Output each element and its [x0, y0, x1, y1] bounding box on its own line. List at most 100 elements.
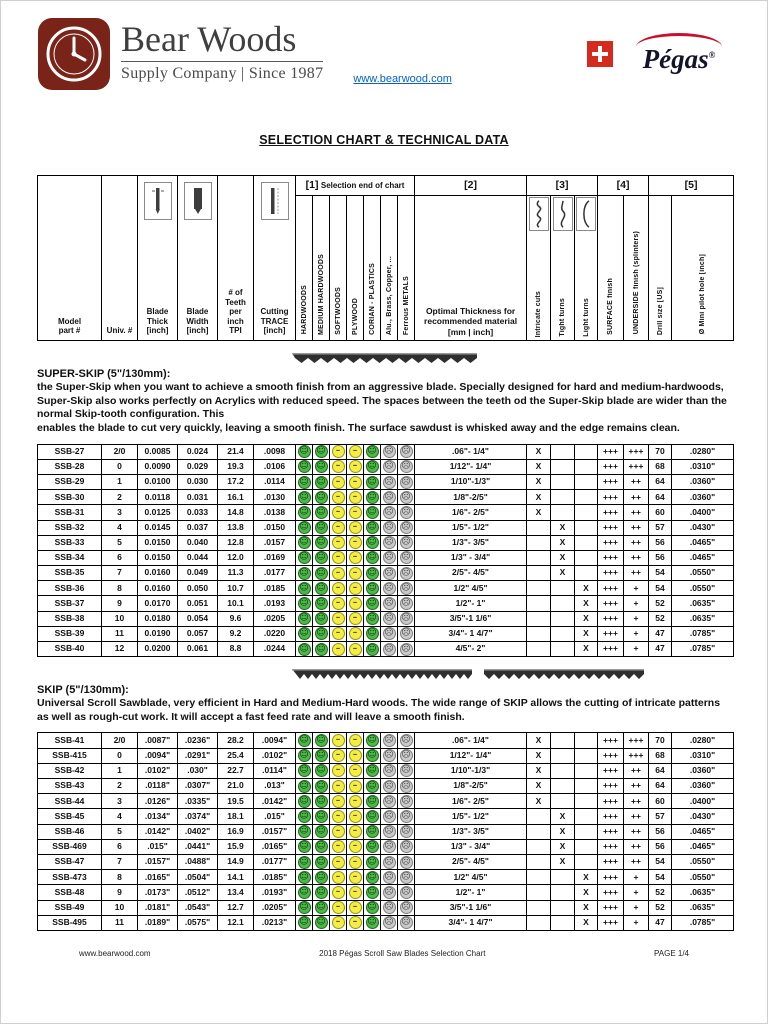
- cell-univ: 0: [101, 747, 138, 764]
- rating-good-icon: [297, 794, 311, 808]
- cell-univ: 8: [101, 580, 138, 597]
- cell-pilot-hole: .0550": [671, 853, 734, 871]
- cell-rating-plywood: [346, 914, 364, 931]
- cell-blade-width: 0.049: [177, 565, 218, 582]
- cell-rating-hardwoods: [295, 778, 313, 795]
- cell-light-turns: [574, 823, 598, 840]
- col-header-intricate-cuts: Intricate cuts: [526, 195, 552, 341]
- cell-rating-hardwoods: [295, 762, 313, 780]
- cell-drill-size: 52: [648, 595, 672, 612]
- cell-optimal-thickness: 1/8"-2/5": [414, 778, 527, 795]
- cell-blade-width: .0402": [177, 823, 218, 840]
- cell-blade-width: 0.033: [177, 504, 218, 521]
- cell-rating-hardwoods: [295, 823, 313, 840]
- section-title: SKIP (5"/130mm):: [37, 684, 129, 697]
- cell-rating-medium-hardwoods: [312, 565, 330, 582]
- cell-rating-plywood: [346, 489, 364, 506]
- cell-univ: 11: [101, 914, 138, 931]
- rating-good-icon: [297, 855, 311, 869]
- cell-rating-medium-hardwoods: [312, 519, 330, 536]
- cell-rating-plywood: [346, 747, 364, 764]
- rating-poor-icon: [382, 825, 396, 839]
- cell-tight-turns: [550, 762, 575, 780]
- cell-rating-corian-plastics: [363, 899, 381, 916]
- rating-good-icon: [365, 885, 379, 899]
- footer-website-link[interactable]: www.bearwood.com: [79, 948, 151, 958]
- cell-optimal-thickness: 1/5"- 1/2": [414, 808, 527, 825]
- cell-pilot-hole: .0280": [671, 732, 734, 749]
- rating-poor-icon: [399, 885, 413, 899]
- cell-underside-finish: +: [623, 640, 649, 658]
- cell-surface-finish: +++: [597, 519, 624, 536]
- cell-rating-plywood: [346, 473, 364, 491]
- cell-univ: 7: [101, 565, 138, 582]
- rating-good-icon: [365, 825, 379, 839]
- cell-tpi: 16.9: [217, 823, 254, 840]
- cell-underside-finish: +: [623, 884, 649, 901]
- rating-poor-icon: [382, 794, 396, 808]
- cell-rating-medium-hardwoods: [312, 793, 330, 810]
- rating-poor-icon: [399, 794, 413, 808]
- rating-good-icon: [314, 475, 328, 489]
- website-link[interactable]: www.bearwood.com: [353, 73, 452, 85]
- cell-rating-medium-hardwoods: [312, 778, 330, 795]
- cell-rating-softwoods: [329, 625, 347, 643]
- cell-drill-size: 56: [648, 534, 672, 551]
- cell-drill-size: 56: [648, 823, 672, 840]
- rating-poor-icon: [399, 475, 413, 489]
- cell-univ: 2/0: [101, 732, 138, 749]
- cell-drill-size: 56: [648, 549, 672, 567]
- cell-tight-turns: [550, 899, 575, 916]
- cell-underside-finish: +: [623, 914, 649, 931]
- cell-blade-width: 0.051: [177, 595, 218, 612]
- cell-rating-plywood: [346, 625, 364, 643]
- cell-rating-plywood: [346, 565, 364, 582]
- cell-rating-nonferrous-metals: [380, 489, 398, 506]
- cell-tight-turns: [550, 778, 575, 795]
- cell-rating-ferrous-metals: [397, 747, 415, 764]
- rating-good-icon: [314, 460, 328, 474]
- skip-table: SSB-412/0.0087".0236"28.2.0094".06"- 1/4…: [37, 732, 734, 931]
- cell-rating-plywood: [346, 762, 364, 780]
- cell-rating-softwoods: [329, 838, 347, 855]
- cell-rating-medium-hardwoods: [312, 838, 330, 855]
- rating-good-icon: [365, 764, 379, 778]
- cell-cutting-trace: .0094": [253, 732, 296, 749]
- cell-blade-width: 0.040: [177, 534, 218, 551]
- cell-tpi: 18.1: [217, 808, 254, 825]
- cell-model: SSB-469: [37, 838, 102, 855]
- cell-rating-nonferrous-metals: [380, 899, 398, 916]
- cell-cutting-trace: .0098: [253, 443, 296, 460]
- cell-light-turns: X: [574, 580, 598, 597]
- rating-good-icon: [297, 566, 311, 580]
- col-header-drill-size: Drill size [US]: [648, 195, 673, 341]
- rating-poor-icon: [399, 764, 413, 778]
- cell-blade-thick: 0.0190: [137, 625, 178, 643]
- cell-cutting-trace: .0185": [253, 869, 296, 886]
- cell-rating-medium-hardwoods: [312, 625, 330, 643]
- rating-good-icon: [365, 840, 379, 854]
- cell-rating-hardwoods: [295, 473, 313, 491]
- table-row: SSB-454.0134".0374"18.1.015" 1/5"- 1/2" X +…: [37, 808, 734, 825]
- rating-good-icon: [297, 779, 311, 793]
- cell-rating-softwoods: [329, 565, 347, 582]
- rating-good-icon: [365, 794, 379, 808]
- cell-rating-corian-plastics: [363, 473, 381, 491]
- rating-ok-icon: [331, 840, 345, 854]
- section-description: Universal Scroll Sawblade, very efficien…: [37, 697, 721, 723]
- cell-rating-hardwoods: [295, 747, 313, 764]
- rating-good-icon: [297, 840, 311, 854]
- cell-rating-hardwoods: [295, 458, 313, 475]
- rating-good-icon: [365, 855, 379, 869]
- rating-poor-icon: [382, 749, 396, 763]
- rating-poor-icon: [399, 901, 413, 915]
- rating-ok-icon: [331, 855, 345, 869]
- cell-intricate-turns: [526, 853, 551, 871]
- rating-ok-icon: [348, 445, 362, 459]
- cell-blade-thick: 0.0150: [137, 549, 178, 567]
- cell-tpi: 13.8: [217, 519, 254, 536]
- cell-cutting-trace: .0130: [253, 489, 296, 506]
- cell-surface-finish: +++: [597, 823, 624, 840]
- cell-underside-finish: ++: [623, 549, 649, 567]
- cell-blade-thick: 0.0170: [137, 595, 178, 612]
